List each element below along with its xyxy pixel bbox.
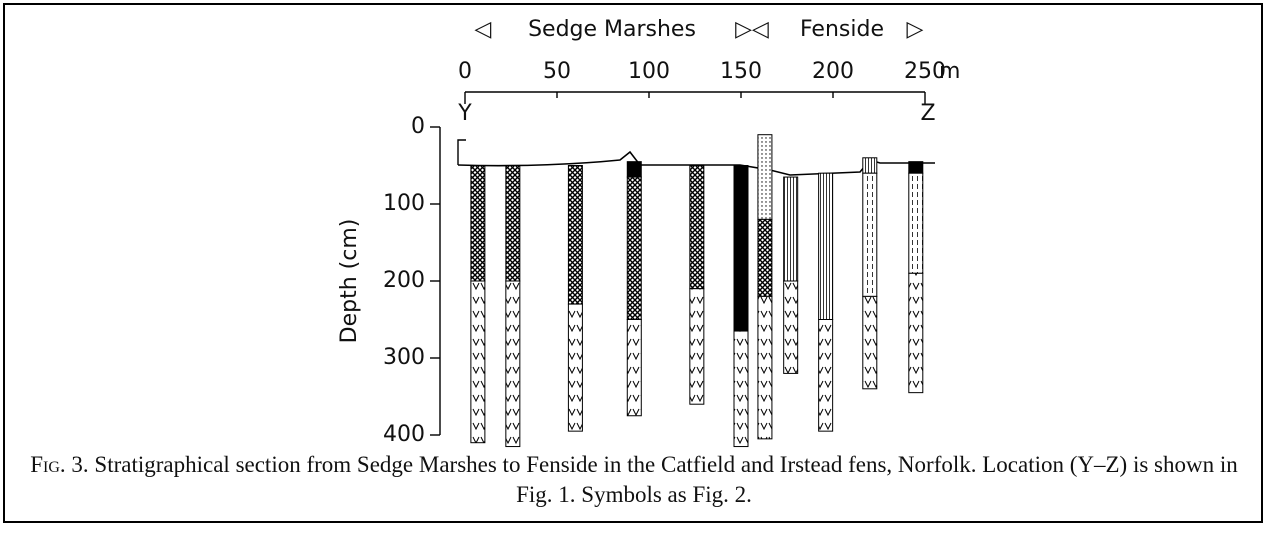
y-tick-label: 200	[383, 268, 425, 293]
core-layer	[627, 320, 641, 416]
y-axis-label: Depth (cm)	[337, 219, 362, 344]
core-layer	[506, 166, 520, 282]
region-label: ▷	[907, 17, 924, 42]
core-layer	[819, 320, 833, 432]
core-layer	[734, 166, 748, 332]
core-layer	[758, 219, 772, 296]
core-layer	[909, 273, 923, 392]
core-layer	[734, 331, 748, 447]
core-layer	[471, 166, 485, 282]
core-layer	[909, 173, 923, 273]
x-tick-label: 150	[720, 59, 762, 84]
core-layer	[819, 173, 833, 319]
core-layer	[863, 173, 877, 296]
core-layer	[909, 162, 923, 174]
x-tick-label: 200	[812, 59, 854, 84]
core-layer	[506, 281, 520, 447]
core-layer	[568, 166, 582, 305]
end-label: Z	[920, 101, 935, 126]
caption-text: Stratigraphical section from Sedge Marsh…	[94, 452, 1237, 507]
page: {"figure": { "regions": ["◁", "Sedge Mar…	[0, 0, 1268, 560]
end-label: Y	[457, 101, 472, 126]
core-layer	[690, 289, 704, 405]
region-label: ◁	[475, 17, 492, 42]
x-tick-label: 0	[458, 59, 472, 84]
core-layer	[784, 177, 798, 281]
core-layer	[863, 158, 877, 173]
core-layer	[568, 304, 582, 431]
x-unit: m	[939, 59, 960, 84]
core-layer	[627, 177, 641, 319]
y-tick-label: 0	[411, 114, 425, 139]
core-layer	[690, 166, 704, 289]
caption: Fig. 3. Stratigraphical section from Sed…	[30, 450, 1238, 510]
core-layer	[471, 281, 485, 443]
core-layer	[784, 281, 798, 373]
y-tick-label: 100	[383, 191, 425, 216]
core-layer	[758, 135, 772, 220]
y-tick-label: 400	[383, 422, 425, 447]
region-label: ▷◁	[735, 17, 769, 42]
caption-label: Fig. 3.	[30, 452, 88, 477]
region-label: Sedge Marshes	[528, 17, 696, 42]
start-marker	[458, 140, 466, 165]
x-tick-label: 100	[628, 59, 670, 84]
region-label: Fenside	[800, 17, 884, 42]
x-tick-label: 50	[543, 59, 571, 84]
y-tick-label: 300	[383, 345, 425, 370]
core-layer	[758, 296, 772, 438]
core-layer	[627, 162, 641, 177]
core-layer	[863, 296, 877, 388]
